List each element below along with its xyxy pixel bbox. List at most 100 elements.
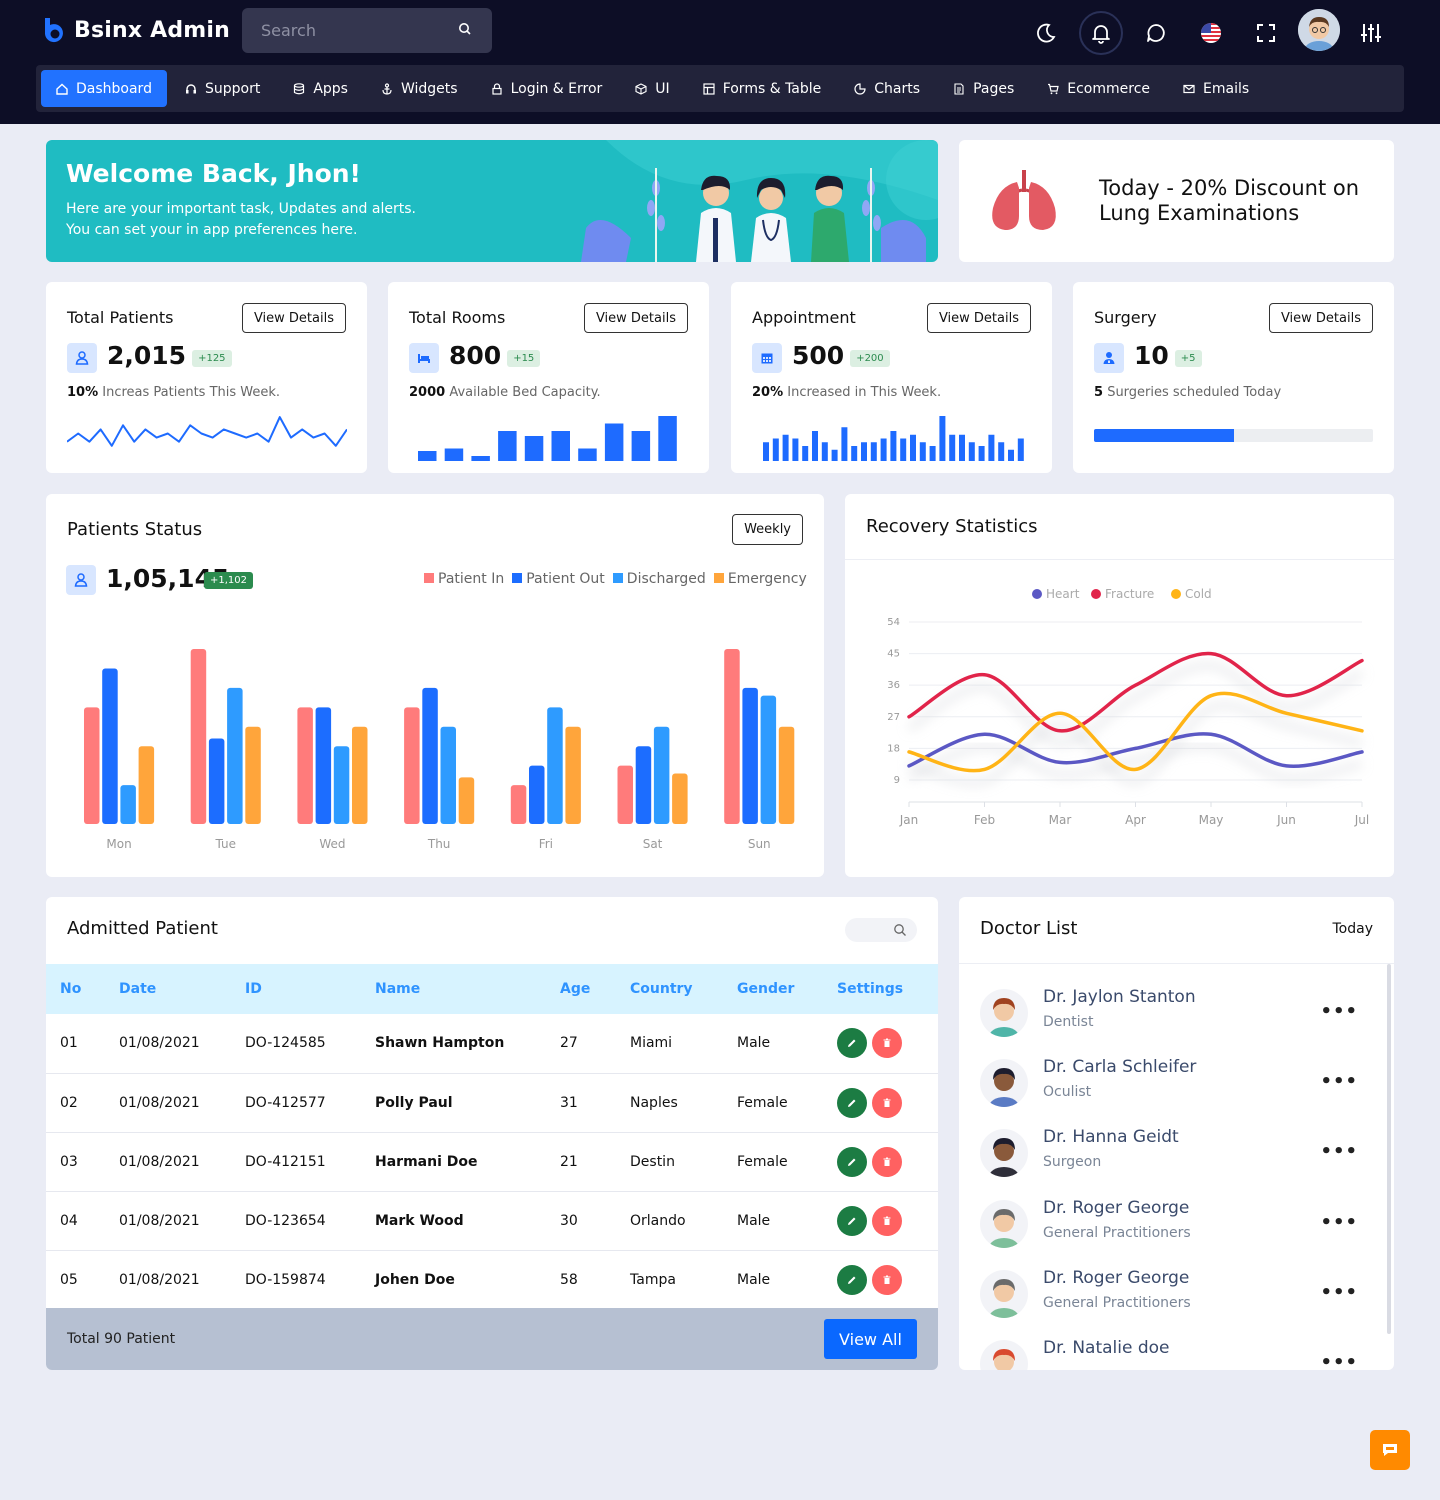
edit-button[interactable] xyxy=(837,1205,867,1236)
nav-item-login-error[interactable]: Login & Error xyxy=(476,70,618,107)
column-header-no[interactable]: No xyxy=(60,981,82,997)
bar-patient-in[interactable] xyxy=(617,765,634,824)
dark-mode-toggle[interactable] xyxy=(1027,14,1065,52)
doctor-name[interactable]: Dr. Jaylon Stanton xyxy=(1043,987,1196,1007)
search-icon[interactable] xyxy=(458,22,472,36)
column-header-date[interactable]: Date xyxy=(119,981,157,997)
bar-patient-out[interactable] xyxy=(208,738,225,824)
fullscreen-button[interactable] xyxy=(1247,14,1285,52)
doctor-name[interactable]: Dr. Hanna Geidt xyxy=(1043,1127,1179,1147)
bar-discharged[interactable] xyxy=(547,707,563,824)
nav-item-charts[interactable]: Charts xyxy=(839,70,935,107)
user-avatar[interactable] xyxy=(1298,9,1340,51)
table-row[interactable]: 03 01/08/2021 DO-412151 Harmani Doe 21 Destin… xyxy=(46,1132,938,1191)
delete-button[interactable] xyxy=(872,1264,902,1295)
nav-item-support[interactable]: Support xyxy=(170,70,275,107)
doctor-list-item[interactable]: Dr. Jaylon Stanton Dentist ••• xyxy=(980,987,1370,1047)
nav-item-ecommerce[interactable]: Ecommerce xyxy=(1032,70,1165,107)
column-header-gender[interactable]: Gender xyxy=(737,981,795,997)
legend-label[interactable]: Cold xyxy=(1185,587,1212,601)
delete-button[interactable] xyxy=(872,1205,902,1236)
column-header-settings[interactable]: Settings xyxy=(837,981,904,997)
language-selector[interactable] xyxy=(1192,14,1230,52)
edit-button[interactable] xyxy=(837,1146,867,1177)
view-details-button[interactable]: View Details xyxy=(1268,303,1373,333)
search-box[interactable] xyxy=(242,8,492,53)
column-header-name[interactable]: Name xyxy=(375,981,421,997)
edit-button[interactable] xyxy=(837,1028,867,1059)
series-line-fracture[interactable] xyxy=(907,651,1364,733)
doctor-list-item[interactable]: Dr. Natalie doe ••• xyxy=(980,1338,1370,1370)
legend-item[interactable]: Patient In xyxy=(424,571,504,587)
nav-item-forms-table[interactable]: Forms & Table xyxy=(688,70,837,107)
bar-patient-in[interactable] xyxy=(190,649,207,824)
legend-marker[interactable] xyxy=(1032,589,1042,599)
nav-item-pages[interactable]: Pages xyxy=(938,70,1029,107)
nav-item-ui[interactable]: UI xyxy=(620,70,684,107)
bar-emergency[interactable] xyxy=(245,726,261,824)
view-all-button[interactable]: View All xyxy=(824,1319,917,1359)
legend-item[interactable]: Emergency xyxy=(713,571,807,587)
table-row[interactable]: 02 01/08/2021 DO-412577 Polly Paul 31 Naples F… xyxy=(46,1073,938,1132)
bar-emergency[interactable] xyxy=(778,726,795,824)
settings-button[interactable] xyxy=(1352,14,1390,52)
nav-item-apps[interactable]: Apps xyxy=(278,70,363,107)
more-options-icon[interactable]: ••• xyxy=(1320,1282,1358,1303)
more-options-icon[interactable]: ••• xyxy=(1320,1001,1358,1022)
messages-button[interactable] xyxy=(1137,14,1175,52)
bar-discharged[interactable] xyxy=(760,695,777,824)
bar-patient-in[interactable] xyxy=(724,649,740,824)
delete-button[interactable] xyxy=(872,1028,902,1059)
bar-discharged[interactable] xyxy=(227,687,243,824)
bar-discharged[interactable] xyxy=(120,785,136,824)
bar-patient-out[interactable] xyxy=(422,687,438,824)
doctor-name[interactable]: Dr. Roger George xyxy=(1043,1268,1190,1288)
bar-emergency[interactable] xyxy=(565,726,581,824)
legend-marker[interactable] xyxy=(1091,589,1101,599)
bar-discharged[interactable] xyxy=(653,726,670,824)
bar-patient-out[interactable] xyxy=(635,746,652,824)
more-options-icon[interactable]: ••• xyxy=(1320,1141,1358,1162)
legend-item[interactable]: Patient Out xyxy=(512,571,605,587)
bar-patient-in[interactable] xyxy=(297,707,313,824)
bar-patient-out[interactable] xyxy=(742,687,758,824)
doctor-list-item[interactable]: Dr. Roger George General Practitioners ••• xyxy=(980,1198,1370,1258)
bar-patient-out[interactable] xyxy=(102,668,118,824)
view-details-button[interactable]: View Details xyxy=(241,303,346,333)
bar-discharged[interactable] xyxy=(440,726,457,824)
bar-discharged[interactable] xyxy=(333,746,350,824)
column-header-country[interactable]: Country xyxy=(630,981,693,997)
bar-emergency[interactable] xyxy=(458,777,475,824)
view-details-button[interactable]: View Details xyxy=(926,303,1031,333)
doctor-name[interactable]: Dr. Natalie doe xyxy=(1043,1338,1170,1358)
more-options-icon[interactable]: ••• xyxy=(1320,1212,1358,1233)
chat-widget-button[interactable] xyxy=(1370,1430,1410,1470)
bar-patient-in[interactable] xyxy=(404,707,420,824)
bar-emergency[interactable] xyxy=(672,773,688,824)
bar-patient-in[interactable] xyxy=(510,785,527,824)
series-line-heart[interactable] xyxy=(907,732,1364,769)
legend-label[interactable]: Fracture xyxy=(1105,587,1154,601)
doctor-list-scrollbar[interactable] xyxy=(1387,964,1391,1334)
notifications-button[interactable] xyxy=(1079,11,1123,55)
table-row[interactable]: 04 01/08/2021 DO-123654 Mark Wood 30 Orlando M… xyxy=(46,1191,938,1250)
more-options-icon[interactable]: ••• xyxy=(1320,1071,1358,1092)
bar-patient-out[interactable] xyxy=(315,707,332,824)
doctor-list-item[interactable]: Dr. Hanna Geidt Surgeon ••• xyxy=(980,1127,1370,1187)
edit-button[interactable] xyxy=(837,1087,867,1118)
table-search[interactable] xyxy=(845,918,917,942)
edit-button[interactable] xyxy=(837,1264,867,1295)
doctor-list-item[interactable]: Dr. Roger George General Practitioners ••• xyxy=(980,1268,1370,1328)
table-row[interactable]: 01 01/08/2021 DO-124585 Shawn Hampton 27 Miam… xyxy=(46,1014,938,1073)
delete-button[interactable] xyxy=(872,1146,902,1177)
legend-item[interactable]: Discharged xyxy=(612,571,706,587)
more-options-icon[interactable]: ••• xyxy=(1320,1352,1358,1370)
series-line-cold[interactable] xyxy=(907,691,1364,773)
weekly-filter-button[interactable]: Weekly xyxy=(732,514,803,545)
doctor-list-item[interactable]: Dr. Carla Schleifer Oculist ••• xyxy=(980,1057,1370,1117)
nav-item-dashboard[interactable]: Dashboard xyxy=(41,70,167,107)
promo-card[interactable]: Today - 20% Discount on Lung Examination… xyxy=(959,140,1394,262)
legend-marker[interactable] xyxy=(1171,589,1181,599)
bar-emergency[interactable] xyxy=(138,746,155,824)
bar-patient-in[interactable] xyxy=(84,707,100,824)
